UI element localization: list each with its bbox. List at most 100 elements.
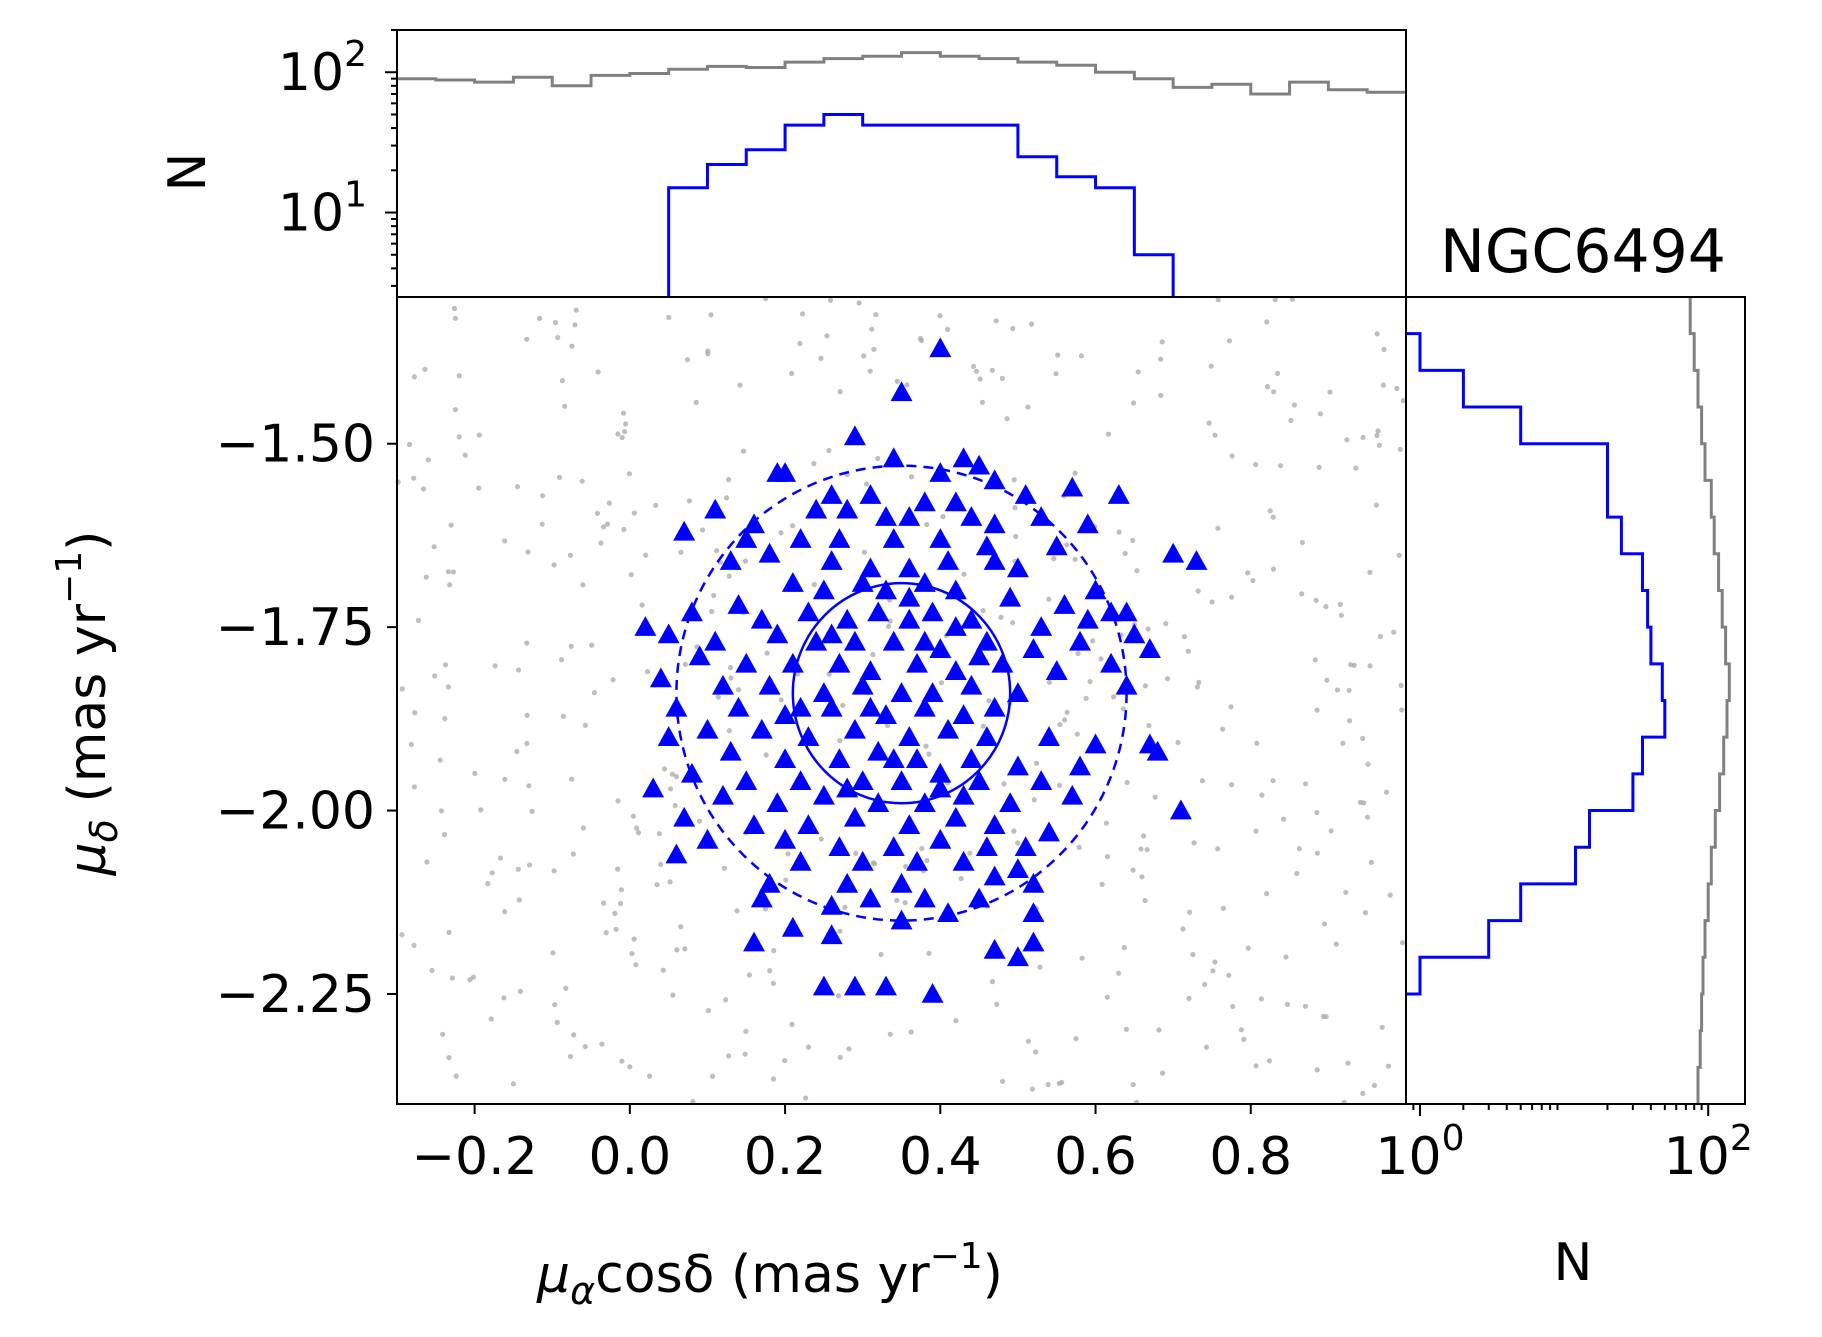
field-star-point <box>476 432 482 438</box>
field-star-point <box>488 1016 494 1022</box>
member-star-triangle <box>859 887 882 908</box>
field-star-point <box>902 900 908 906</box>
field-star-point <box>572 322 578 328</box>
member-star-triangle <box>820 894 843 915</box>
field-star-point <box>1344 437 1350 443</box>
field-star-point <box>446 929 452 936</box>
field-star-point <box>678 549 684 555</box>
field-star-point <box>1399 707 1405 713</box>
field-star-point <box>709 608 715 615</box>
member-star-triangle <box>882 630 905 651</box>
member-star-triangle <box>789 850 812 871</box>
field-star-point <box>726 1053 732 1059</box>
field-star-point <box>790 523 796 529</box>
field-star-point <box>610 677 616 683</box>
ylabel-exp: −1 <box>49 551 90 604</box>
member-star-triangle <box>774 828 797 849</box>
field-star-point <box>908 474 915 480</box>
field-star-point <box>502 776 508 782</box>
member-star-triangle <box>929 638 952 658</box>
member-star-triangle <box>820 550 843 570</box>
field-star-point <box>837 738 843 744</box>
field-star-point <box>1396 552 1402 559</box>
field-star-point <box>442 716 448 722</box>
member-star-triangle <box>913 887 936 908</box>
field-star-point <box>453 1073 459 1079</box>
field-star-point <box>894 897 900 904</box>
field-star-point <box>1208 363 1214 369</box>
member-star-triangle <box>960 608 983 629</box>
field-star-point <box>1367 569 1373 575</box>
member-star-triangle <box>719 550 742 570</box>
field-star-point <box>971 363 977 369</box>
field-star-point <box>470 974 476 980</box>
field-star-point <box>980 723 986 729</box>
field-star-point <box>1185 648 1191 654</box>
field-star-point <box>524 336 530 342</box>
field-star-point <box>1175 739 1181 746</box>
field-star-point <box>497 855 504 861</box>
field-star-point <box>582 722 589 728</box>
field-star-point <box>827 297 834 303</box>
member-star-triangle <box>1030 770 1053 790</box>
member-star-triangle <box>719 740 742 761</box>
field-star-point <box>980 608 986 614</box>
member-star-triangle <box>758 872 781 893</box>
member-star-triangle <box>1069 630 1092 651</box>
field-star-point <box>782 1058 788 1064</box>
field-star-point <box>1015 840 1021 846</box>
field-star-point <box>1373 502 1379 508</box>
field-star-point <box>1046 596 1052 602</box>
member-star-triangle <box>1115 601 1138 622</box>
field-star-point <box>515 866 521 872</box>
member-star-triangle <box>851 674 874 695</box>
top-hist-y-tick-label: 102 <box>278 34 367 103</box>
member-star-triangle <box>851 850 874 871</box>
field-star-point <box>1074 731 1080 737</box>
field-star-point <box>1078 353 1085 359</box>
xlabel-sub: α <box>570 1269 595 1313</box>
field-star-point <box>1394 385 1400 392</box>
field-star-point <box>647 1073 653 1079</box>
field-star-point <box>1264 384 1271 390</box>
field-star-point <box>1375 428 1381 434</box>
main-x-axis-label: μαcosδ (mas yr−1) <box>536 1236 1003 1313</box>
field-star-point <box>425 457 431 463</box>
field-star-point <box>1353 465 1359 471</box>
field-star-point <box>1090 638 1096 644</box>
member-star-triangle <box>874 579 897 600</box>
field-star-point <box>452 407 458 413</box>
field-star-point <box>1152 794 1158 800</box>
field-star-point <box>594 510 601 516</box>
field-star-point <box>1156 1027 1162 1033</box>
field-star-point <box>415 617 422 624</box>
field-star-point <box>1323 604 1329 610</box>
field-star-point <box>1398 682 1404 689</box>
member-star-triangle <box>673 806 696 827</box>
member-star-triangle <box>983 696 1006 717</box>
member-star-triangle <box>859 660 882 680</box>
field-star-point <box>1083 695 1089 702</box>
axes-frames <box>396 29 1746 1105</box>
field-star-point <box>904 382 910 388</box>
field-star-point <box>666 314 672 320</box>
field-star-point <box>1076 844 1082 851</box>
field-star-point <box>875 455 881 462</box>
field-star-point <box>1062 717 1068 723</box>
field-star-point <box>1031 797 1037 803</box>
field-star-point <box>1087 679 1093 685</box>
field-star-point <box>569 776 575 782</box>
member-star-triangle <box>836 498 859 519</box>
field-star-point <box>770 980 777 987</box>
member-star-triangle <box>851 572 874 592</box>
member-star-triangle <box>1069 755 1092 776</box>
field-star-point <box>615 866 621 872</box>
field-star-point <box>926 950 932 956</box>
ylabel-rest: (mas yr <box>58 603 118 819</box>
field-star-point <box>1296 846 1302 852</box>
member-star-triangle <box>921 601 944 622</box>
field-star-point <box>667 786 674 792</box>
field-star-point <box>450 569 456 575</box>
field-star-point <box>626 471 633 477</box>
field-star-point <box>938 680 945 686</box>
